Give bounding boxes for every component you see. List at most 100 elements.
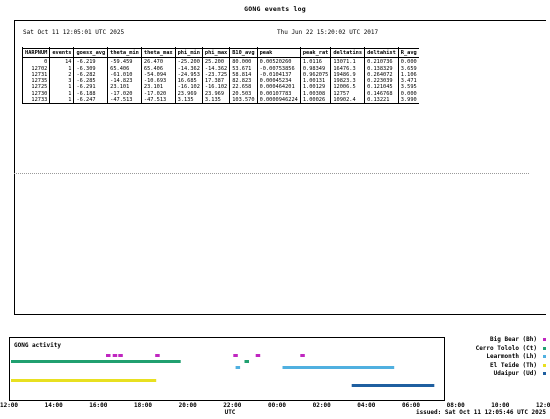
table-cell: 1 — [49, 97, 74, 105]
table-cell: -16.102 — [201, 84, 230, 91]
table-cell: 0.000464201 — [256, 84, 301, 91]
table-cell: 82.823 — [229, 78, 258, 85]
table-cell: 19823.3 — [330, 78, 365, 85]
table-cell: 65.406 — [140, 65, 176, 72]
table-cell: 3.990 — [397, 97, 419, 105]
column-header: peak_rat — [299, 48, 331, 58]
rule-cell — [73, 47, 108, 49]
rule-cell — [229, 57, 258, 60]
table-cell: 0 — [21, 59, 50, 66]
table-cell: 0.98349 — [299, 65, 331, 72]
table-row: 12725 1 -6.291 23.101 23.101 -16.102 -16.102 22… — [21, 84, 419, 91]
table-cell: 0.210736 — [364, 59, 399, 66]
table-cell: 26.470 — [140, 59, 176, 66]
table-cell: 0.121045 — [364, 84, 399, 91]
table-cell: 2 — [49, 71, 74, 79]
table-cell: 0.0000946224 — [256, 97, 301, 105]
table-cell: 0.00045234 — [256, 78, 301, 85]
time-tick-label: 14:00 — [44, 402, 63, 409]
table-cell: -6.309 — [73, 65, 108, 72]
events-log-panel: Sat Oct 11 12:05:01 UTC 2025 Thu Jun 22 … — [14, 20, 546, 315]
table-cell: 12757 — [330, 90, 365, 98]
rule-cell — [299, 57, 331, 60]
table-header-row: HARPNUM events goesx_avg theta_min theta_max… — [21, 48, 419, 58]
table-cell: 12725 — [21, 84, 50, 91]
rule-cell — [201, 57, 230, 60]
activity-segment — [11, 360, 181, 363]
legend-swatch — [543, 355, 546, 358]
activity-segment — [233, 354, 238, 357]
table-cell: -61.010 — [107, 71, 142, 79]
table-cell: 0.264072 — [364, 71, 399, 79]
table-cell: 0.13221 — [364, 97, 399, 105]
rule-cell — [73, 57, 108, 60]
column-header: goesx_avg — [73, 48, 108, 58]
legend-label: Learmonth (Lh) — [486, 353, 537, 360]
legend-item: Big Bear (Bh) — [447, 336, 550, 345]
log-timestamp-current: Sat Oct 11 12:05:01 UTC 2025 — [23, 29, 125, 36]
table-cell: 1.00131 — [299, 78, 331, 85]
dotted-divider — [14, 173, 529, 174]
table-cell: 16.685 — [174, 78, 203, 85]
table-cell: -54.094 — [140, 71, 176, 79]
table-cell: 0.962075 — [299, 71, 331, 79]
gong-activity-panel: GONG activity — [9, 337, 445, 401]
table-cell: -16.102 — [174, 84, 203, 91]
rule-cell — [21, 57, 50, 60]
legend-label: Big Bear (Bh) — [490, 336, 537, 343]
table-cell: 1.00129 — [299, 84, 331, 91]
table-cell: 65.406 — [107, 65, 142, 72]
time-tick-label: 12:00 — [535, 402, 550, 409]
table-cell: -14.823 — [107, 78, 142, 85]
time-axis: 12:00 14:00 16:00 18:00 20:00 22:00 00:00 02:00… — [0, 400, 550, 410]
table-row: 12731 2 -6.282 -61.010 -54.094 -24.953 -23.725… — [21, 71, 419, 79]
time-tick-label: 12:00 — [0, 402, 19, 409]
table-cell: 23.101 — [107, 84, 142, 91]
rule-cell — [256, 57, 301, 60]
time-tick-label: 00:00 — [267, 402, 287, 409]
rule-cell — [107, 47, 142, 49]
legend-item: Cerro Tololo (Ct) — [447, 345, 550, 354]
time-tick-label: 20:00 — [178, 402, 197, 409]
table-cell: -23.725 — [201, 71, 230, 79]
table-cell: 3.471 — [397, 78, 419, 85]
table-cell: 12730 — [21, 90, 50, 98]
rule-cell — [201, 47, 230, 49]
table-cell: -24.953 — [174, 71, 203, 79]
table-cell: 0.00107783 — [256, 90, 301, 98]
table-top-rule — [21, 47, 419, 49]
table-cell: 3.135 — [201, 97, 230, 105]
activity-segment — [282, 366, 395, 369]
legend-label: El Teide (Th) — [490, 361, 537, 369]
issued-timestamp: issued: Sat Oct 11 12:05:46 UTC 2025 — [415, 409, 546, 416]
time-tick-label: 08:00 — [446, 402, 465, 409]
table-row: 12733 1 -6.247 -47.513 -47.513 3.135 3.135 103.… — [21, 97, 419, 105]
rule-cell — [49, 47, 74, 49]
table-cell: -0.0104137 — [256, 71, 301, 79]
table-cell: 14 — [49, 59, 74, 66]
site-legend: Big Bear (Bh) Cerro Tololo (Ct) Learmonth … — [447, 336, 550, 379]
rule-cell — [330, 57, 365, 60]
table-cell: 12702 — [21, 65, 50, 72]
table-cell: 12731 — [21, 71, 50, 79]
column-header: phi_min — [174, 48, 203, 58]
activity-segment — [155, 354, 160, 357]
table-cell: -17.020 — [140, 90, 176, 98]
rule-cell — [397, 47, 419, 49]
table-cell: 12006.5 — [330, 84, 365, 91]
axis-label: UTC — [224, 409, 236, 416]
activity-segment — [11, 379, 157, 382]
table-cell: 3 — [49, 78, 74, 85]
column-header: theta_min — [107, 48, 142, 58]
time-tick-label: 18:00 — [133, 402, 153, 409]
legend-label: Udaipur (Ud) — [493, 370, 537, 377]
legend-swatch — [543, 338, 546, 341]
table-cell: -47.513 — [140, 97, 176, 105]
table-cell: 0.000 — [397, 59, 419, 66]
table-cell: 16476.3 — [330, 65, 365, 72]
column-header: theta_max — [140, 48, 176, 58]
table-cell: -14.362 — [201, 65, 230, 72]
activity-segment — [351, 384, 435, 387]
table-cell: 0.000 — [397, 90, 419, 98]
table-cell: 12735 — [21, 78, 50, 85]
